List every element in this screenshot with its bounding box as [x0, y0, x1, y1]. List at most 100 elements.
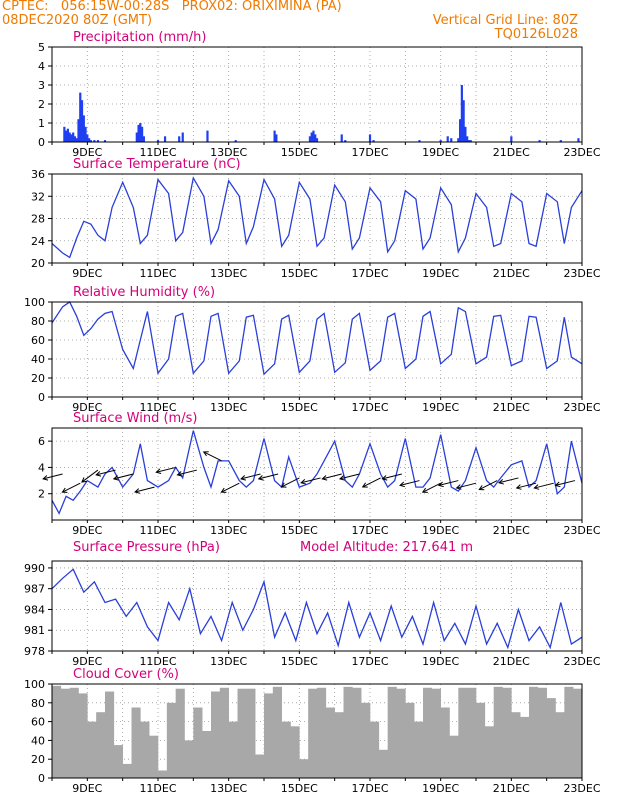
x-tick-label: 13DEC — [210, 782, 247, 795]
cloud-bar — [458, 687, 468, 778]
x-tick-label: 9DEC — [72, 524, 102, 537]
precip-bar — [315, 138, 319, 142]
cloud-bar — [378, 749, 388, 778]
x-tick-label: 21DEC — [493, 524, 530, 537]
y-tick-label: 24 — [31, 235, 45, 248]
y-tick-label: 80 — [31, 697, 45, 710]
wind-vector-head — [176, 471, 183, 477]
wind-vector — [221, 482, 240, 493]
precip-bar — [275, 134, 278, 142]
precip-bar — [156, 140, 160, 142]
precip-bar — [344, 140, 347, 142]
panel-title: Surface Temperature (nC) — [73, 157, 241, 172]
cloud-bar — [546, 698, 556, 778]
wind-vector-head — [220, 487, 227, 493]
wind-vector-head — [42, 475, 49, 481]
header-datetime: 08DEC2020 80Z (GMT) — [2, 13, 153, 28]
wind-vector — [96, 469, 116, 476]
wind-vector — [555, 480, 576, 486]
series-line — [51, 568, 583, 650]
x-tick-label: 21DEC — [493, 146, 530, 159]
cloud-bar — [317, 687, 327, 778]
cloud-bar — [440, 707, 450, 778]
wind-vector-head — [338, 475, 345, 481]
precip-bar — [308, 136, 312, 142]
cloud-bar — [113, 745, 123, 778]
wind-vector-head — [280, 482, 287, 488]
wind-vector — [134, 486, 155, 493]
wind-vector — [422, 482, 441, 493]
x-tick-label: 17DEC — [351, 401, 388, 414]
precip-bar — [314, 134, 317, 142]
precip-bar — [80, 100, 84, 142]
x-tick-label: 13DEC — [210, 146, 247, 159]
cloud-bar — [555, 712, 565, 778]
wind-vector — [534, 482, 554, 489]
y-tick-label: 987 — [24, 583, 45, 596]
precip-bar — [141, 126, 144, 142]
y-tick-label: 2 — [38, 98, 45, 111]
cloud-bar — [467, 687, 477, 778]
wind-vector-head — [81, 477, 87, 483]
panel-title: Surface Wind (m/s) — [73, 411, 197, 426]
y-tick-label: 80 — [31, 315, 45, 328]
x-tick-label: 19DEC — [422, 655, 459, 668]
x-tick-label: 19DEC — [422, 524, 459, 537]
precip-bar — [77, 119, 80, 142]
panel-title: Surface Pressure (hPa) — [73, 540, 220, 555]
cloud-bar — [449, 735, 459, 778]
wind-vector — [456, 482, 477, 489]
y-tick-label: 4 — [38, 60, 45, 73]
wind-vector — [81, 469, 99, 483]
panel-0: Precipitation (mm/h) 0 1 2 3 4 5 9DEC 11DEC 13DEC… — [38, 30, 601, 159]
cloud-bar — [387, 686, 397, 778]
precip-bar — [459, 119, 462, 142]
x-tick-label: 9DEC — [72, 146, 102, 159]
wind-vector-head — [361, 482, 368, 488]
precip-bar — [137, 124, 140, 142]
cloud-bar — [564, 686, 574, 778]
x-tick-label: 17DEC — [351, 655, 388, 668]
wind-vector-head — [399, 481, 406, 488]
wind-vector-head — [321, 475, 328, 481]
precip-bar — [439, 140, 442, 142]
wind-vector-head — [61, 487, 68, 493]
cloud-bar — [484, 726, 494, 778]
wind-vector — [339, 473, 360, 480]
cloud-bar — [493, 686, 503, 778]
precip-bar — [206, 130, 209, 142]
cloud-bar — [255, 754, 265, 778]
x-tick-label: 9DEC — [72, 655, 102, 668]
cloud-bar — [96, 712, 106, 778]
precip-bar — [75, 138, 78, 142]
precip-bar — [450, 138, 453, 142]
wind-vector-head — [257, 475, 264, 481]
x-tick-label: 15DEC — [281, 146, 318, 159]
cloud-bar — [219, 687, 229, 778]
wind-vector-head — [455, 484, 462, 490]
precip-bar — [139, 123, 142, 142]
x-tick-label: 15DEC — [281, 267, 318, 280]
panel-3: Surface Wind (m/s) 2 4 6 9DEC 11DEC 13DEC 15DEC… — [38, 411, 601, 537]
wind-vector — [438, 480, 459, 486]
y-tick-label: 6 — [38, 435, 45, 448]
precip-bar — [178, 136, 181, 142]
wind-vector-head — [421, 487, 428, 493]
x-tick-label: 23DEC — [563, 146, 600, 159]
cloud-bar — [193, 707, 203, 778]
precip-bar — [79, 92, 82, 142]
x-tick-label: 13DEC — [210, 655, 247, 668]
precip-bar — [462, 100, 465, 142]
y-tick-label: 1 — [38, 117, 45, 130]
precip-bar — [340, 134, 343, 142]
cloud-bar — [414, 721, 424, 778]
x-tick-label: 13DEC — [210, 401, 247, 414]
precip-bar — [89, 140, 92, 142]
cloud-bar — [175, 688, 185, 778]
precip-bar — [63, 126, 66, 142]
cloud-bar — [264, 693, 274, 778]
wind-vector — [382, 473, 402, 480]
precip-bar — [142, 136, 145, 142]
precip-bar — [577, 138, 580, 142]
x-tick-label: 23DEC — [563, 655, 600, 668]
